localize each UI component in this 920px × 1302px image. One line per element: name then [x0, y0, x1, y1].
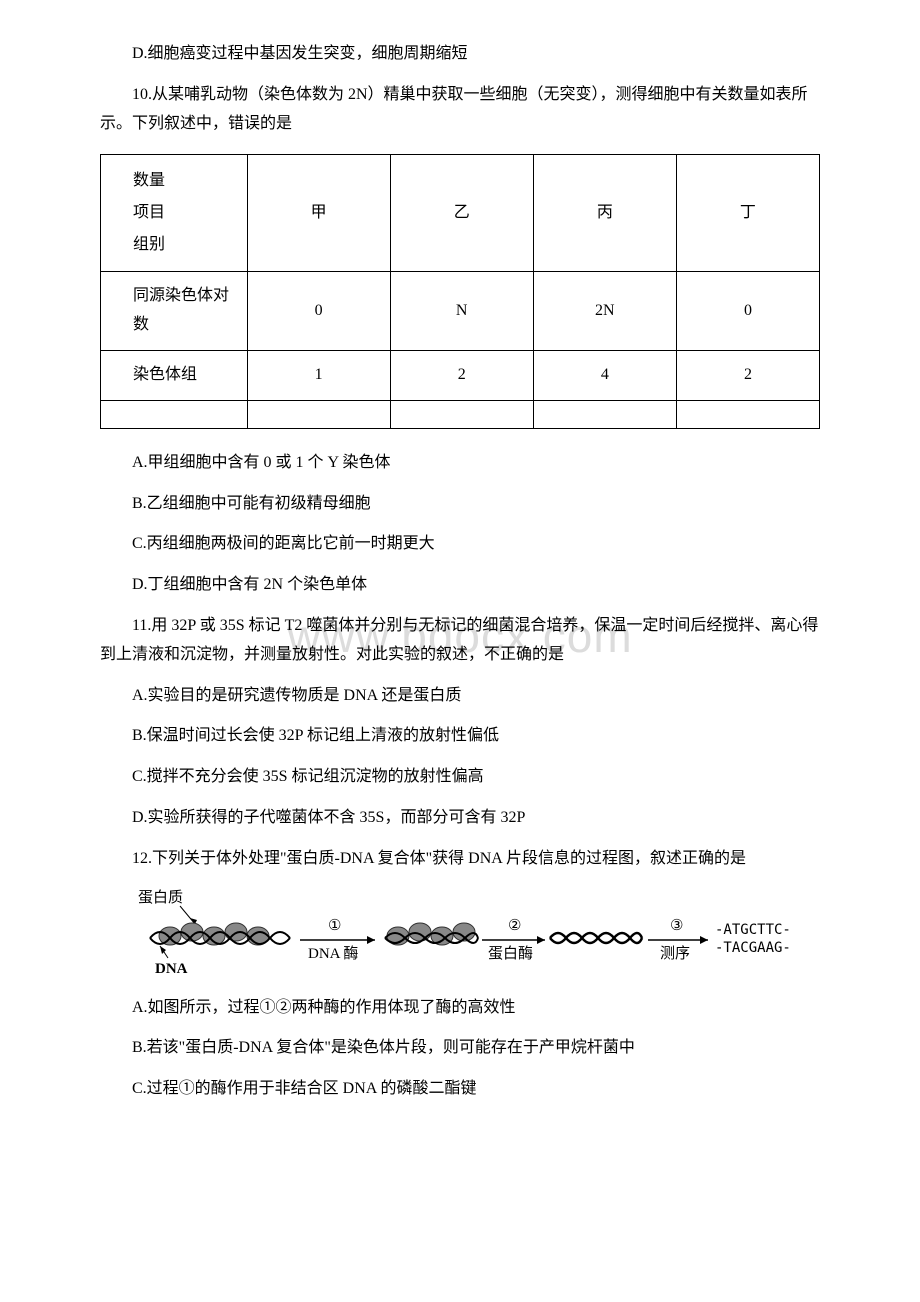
- q12-option-b: B.若该"蛋白质-DNA 复合体"是染色体片段，则可能存在于产甲烷杆菌中: [100, 1034, 820, 1063]
- empty-cell: [533, 400, 676, 428]
- table-cell: 2: [676, 350, 819, 400]
- q12-option-a: A.如图所示，过程①②两种酶的作用体现了酶的高效性: [100, 994, 820, 1023]
- q11-stem: 11.用 32P 或 35S 标记 T2 噬菌体并分别与无标记的细菌混合培养，保…: [100, 612, 820, 670]
- step1-num: ①: [328, 918, 341, 934]
- col-header: 甲: [247, 155, 390, 272]
- document-content: D.细胞癌变过程中基因发生突变，细胞周期缩短 10.从某哺乳动物（染色体数为 2…: [100, 40, 820, 1104]
- step2-num: ②: [508, 918, 521, 934]
- table-cell: 0: [247, 272, 390, 351]
- table-row: 同源染色体对数 0 N 2N 0: [101, 272, 820, 351]
- q10-option-b: B.乙组细胞中可能有初级精母细胞: [100, 490, 820, 519]
- step2-label: 蛋白酶: [488, 945, 533, 962]
- step3-num: ③: [670, 918, 683, 934]
- row-label: 染色体组: [101, 350, 248, 400]
- q10-option-c: C.丙组细胞两极间的距离比它前一时期更大: [100, 530, 820, 559]
- table-header-label-cell: 数量 项目 组别: [101, 155, 248, 272]
- empty-cell: [101, 400, 248, 428]
- step3-label: 测序: [660, 945, 690, 962]
- col-header: 乙: [390, 155, 533, 272]
- q11-option-b: B.保温时间过长会使 32P 标记组上清液的放射性偏低: [100, 722, 820, 751]
- protein-dna-diagram-icon: 蛋白质 DNA ① DNA 酶: [130, 888, 810, 978]
- header-label-2: 项目: [133, 197, 239, 229]
- complex-2: [385, 923, 478, 945]
- q10-table: 数量 项目 组别 甲 乙 丙 丁 同源染色体对数 0 N 2N 0 染色体组 1…: [100, 154, 820, 428]
- q9-option-d: D.细胞癌变过程中基因发生突变，细胞周期缩短: [100, 40, 820, 69]
- q10-option-d: D.丁组细胞中含有 2N 个染色单体: [100, 571, 820, 600]
- seq-top: -ATGCTTC-: [715, 922, 791, 938]
- protein-label: 蛋白质: [138, 889, 183, 906]
- step1-label: DNA 酶: [308, 945, 358, 962]
- dna-label: DNA: [155, 961, 188, 977]
- table-cell: 0: [676, 272, 819, 351]
- q10-option-a: A.甲组细胞中含有 0 或 1 个 Y 染色体: [100, 449, 820, 478]
- q11-option-d: D.实验所获得的子代噬菌体不含 35S，而部分可含有 32P: [100, 804, 820, 833]
- complex-1: [150, 923, 290, 945]
- table-cell: 4: [533, 350, 676, 400]
- table-cell: 2: [390, 350, 533, 400]
- table-header-row: 数量 项目 组别 甲 乙 丙 丁: [101, 155, 820, 272]
- q12-figure: 蛋白质 DNA ① DNA 酶: [100, 888, 820, 978]
- empty-cell: [676, 400, 819, 428]
- q12-stem: 12.下列关于体外处理"蛋白质-DNA 复合体"获得 DNA 片段信息的过程图，…: [100, 845, 820, 874]
- row-label: 同源染色体对数: [101, 272, 248, 351]
- table-cell: N: [390, 272, 533, 351]
- col-header: 丙: [533, 155, 676, 272]
- empty-cell: [390, 400, 533, 428]
- col-header: 丁: [676, 155, 819, 272]
- header-label-3: 组别: [133, 229, 239, 261]
- q12-option-c: C.过程①的酶作用于非结合区 DNA 的磷酸二酯键: [100, 1075, 820, 1104]
- q11-option-a: A.实验目的是研究遗传物质是 DNA 还是蛋白质: [100, 682, 820, 711]
- table-cell: 1: [247, 350, 390, 400]
- q11-option-c: C.搅拌不充分会使 35S 标记组沉淀物的放射性偏高: [100, 763, 820, 792]
- dna-released: [550, 933, 642, 943]
- empty-cell: [247, 400, 390, 428]
- seq-bottom: -TACGAAG-: [715, 940, 791, 956]
- table-row: 染色体组 1 2 4 2: [101, 350, 820, 400]
- header-label-1: 数量: [133, 165, 239, 197]
- q10-stem: 10.从某哺乳动物（染色体数为 2N）精巢中获取一些细胞（无突变），测得细胞中有…: [100, 81, 820, 139]
- table-empty-row: [101, 400, 820, 428]
- table-cell: 2N: [533, 272, 676, 351]
